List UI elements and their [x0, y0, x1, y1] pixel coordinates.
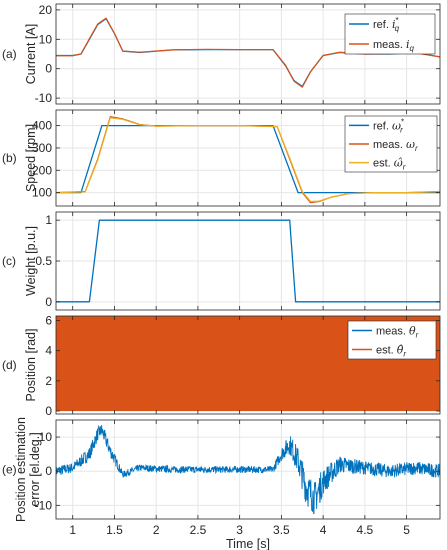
y-axis-label: error [el.deg.] — [28, 432, 42, 506]
legend-symbol: ω — [392, 119, 401, 132]
y-tick-label: 0 — [45, 404, 52, 418]
y-axis-label: Current [A] — [24, 24, 38, 84]
y-tick-label: 300 — [32, 141, 52, 155]
legend-text: meas. — [373, 39, 406, 51]
legend-symbol: i — [392, 18, 396, 31]
axes-box — [55, 3, 441, 105]
legend-superscript: * — [401, 117, 404, 126]
series-line-1 — [56, 219, 440, 303]
y-tick-label: 6 — [45, 314, 52, 328]
y-tick-label: 200 — [32, 163, 52, 177]
legend-entry: ref. ω* r — [373, 117, 404, 134]
legend-symbol: ω̂ — [394, 157, 403, 170]
legend-subscript: r — [416, 331, 419, 340]
axes-box — [55, 419, 441, 520]
x-tick-label: 1 — [69, 523, 76, 537]
legend-box — [347, 320, 437, 360]
axes-box — [55, 109, 441, 207]
legend-subscript: r — [415, 144, 418, 153]
y-axis-label: Position estimation — [14, 417, 28, 522]
plot-data — [56, 219, 440, 303]
y-tick-label: -10 — [35, 91, 53, 105]
legend-text: meas. — [376, 326, 409, 338]
y-tick-label: 0 — [45, 295, 52, 309]
x-axis-label: Time [s] — [226, 537, 270, 550]
y-axis-label: Speed [rpm] — [24, 124, 38, 192]
legend-entry: meas. iq — [373, 38, 415, 53]
x-tick-label: 3.5 — [273, 523, 290, 537]
y-tick-label: 0.5 — [35, 254, 52, 268]
x-tick-label: 2.5 — [190, 523, 207, 537]
legend-subscript: r — [403, 163, 406, 172]
legend-entry: ref. i* q — [373, 16, 400, 33]
legend-text: ref. — [373, 120, 392, 132]
panel-label: (c) — [2, 254, 16, 268]
legend-subscript: q — [395, 24, 400, 33]
legend-text: meas. — [373, 139, 406, 151]
axes-box — [55, 315, 441, 415]
legend-symbol: θ̂ — [397, 344, 404, 357]
panel-label: (b) — [2, 151, 17, 165]
legend-entry: est. ω̂r — [373, 157, 406, 172]
x-tick-label: 2 — [153, 523, 160, 537]
y-tick-label: 10 — [39, 430, 53, 444]
y-tick-label: 4 — [45, 344, 52, 358]
y-axis-label: Weight [p.u.] — [24, 226, 38, 296]
legend-symbol: i — [406, 38, 410, 51]
panel-c: 0 0.5 1 (c) Weight [p.u.] — [2, 211, 441, 311]
y-tick-label: 1 — [45, 213, 52, 227]
x-tick-label: 4 — [320, 523, 327, 537]
legend-box — [344, 13, 436, 55]
y-tick-label: 2 — [45, 374, 52, 388]
legend-text: ref. — [373, 19, 392, 31]
legend-text: est. — [376, 345, 397, 357]
panel-label: (d) — [2, 358, 17, 372]
legend-symbol: θ — [409, 325, 416, 338]
panel-e: -10 0 10 (e)Position estimation error [el.de… — [2, 417, 441, 550]
y-tick-label: 10 — [39, 32, 53, 46]
x-tick-label: 3 — [236, 523, 243, 537]
y-tick-label: 20 — [39, 3, 53, 17]
series-line-3 — [56, 117, 440, 203]
legend-symbol: ω — [406, 138, 415, 151]
legend-entry: est. θ̂r — [376, 344, 406, 359]
legend-subscript: r — [400, 125, 403, 134]
x-tick-label: 4.5 — [357, 523, 374, 537]
legend-subscript: q — [410, 44, 415, 53]
legend-subscript: r — [403, 350, 406, 359]
y-tick-label: 100 — [32, 186, 52, 200]
y-tick-label: 0 — [45, 62, 52, 76]
legend-superscript: * — [395, 16, 398, 25]
y-tick-label: 0 — [45, 464, 52, 478]
panel-label: (a) — [2, 47, 17, 61]
panel-label: (e) — [2, 463, 17, 477]
plot-data — [56, 424, 440, 515]
y-tick-label: -10 — [35, 498, 53, 512]
y-tick-label: 400 — [32, 119, 52, 133]
plot-data — [56, 116, 440, 204]
series-position-error — [56, 424, 440, 515]
x-tick-label: 5 — [403, 523, 410, 537]
legend-text: est. — [373, 158, 394, 170]
legend-entry: meas. θr — [376, 325, 419, 340]
x-tick-label: 1.5 — [106, 523, 123, 537]
y-axis-label: Position [rad] — [24, 329, 38, 402]
legend-entry: meas. ωr — [373, 138, 418, 153]
